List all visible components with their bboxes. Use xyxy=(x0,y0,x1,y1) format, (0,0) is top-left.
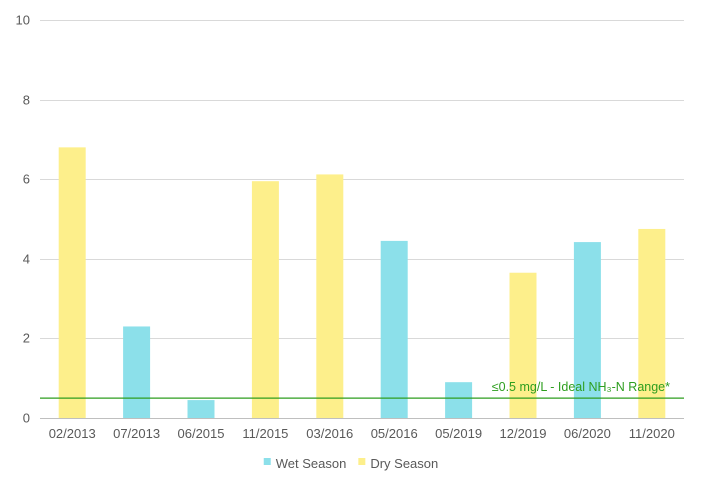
bar xyxy=(58,147,86,419)
bar xyxy=(187,400,215,418)
x-tick-label: 11/2015 xyxy=(242,426,288,441)
bar xyxy=(123,326,151,418)
bar xyxy=(316,174,344,418)
x-tick-label: 05/2016 xyxy=(371,426,418,441)
x-tick-label: 06/2015 xyxy=(178,426,225,441)
x-tick-label: 07/2013 xyxy=(113,426,160,441)
x-tick-label: 11/2020 xyxy=(629,426,675,441)
y-tick-label: 8 xyxy=(23,93,30,108)
legend-item: Wet Season xyxy=(263,456,347,471)
legend: Wet Season Dry Season xyxy=(263,456,438,471)
y-axis-ticks: 0 2 4 6 8 10 xyxy=(16,13,30,426)
reference-line-label: ≤0.5 mg/L - Ideal NH₃-N Range* xyxy=(492,380,670,394)
x-axis-ticks: 02/2013 07/2013 06/2015 11/2015 03/2016 05/20… xyxy=(49,426,675,441)
bar xyxy=(509,272,537,418)
legend-swatch xyxy=(358,458,366,465)
legend-item: Dry Season xyxy=(358,456,438,471)
bar xyxy=(638,228,666,418)
bar xyxy=(445,382,473,418)
bars xyxy=(58,147,666,419)
x-tick-label: 05/2019 xyxy=(435,426,482,441)
y-tick-label: 0 xyxy=(23,411,30,426)
reference-line-group: ≤0.5 mg/L - Ideal NH₃-N Range* xyxy=(40,380,684,399)
y-tick-label: 10 xyxy=(16,13,30,28)
bar xyxy=(380,240,408,418)
legend-label: Dry Season xyxy=(370,456,438,471)
x-tick-label: 06/2020 xyxy=(564,426,611,441)
legend-swatch xyxy=(263,458,271,465)
x-tick-label: 02/2013 xyxy=(49,426,96,441)
legend-label: Wet Season xyxy=(276,456,347,471)
y-tick-label: 6 xyxy=(23,172,30,187)
y-tick-label: 2 xyxy=(23,331,30,346)
x-tick-label: 12/2019 xyxy=(500,426,547,441)
y-tick-label: 4 xyxy=(23,252,30,267)
x-tick-label: 03/2016 xyxy=(306,426,353,441)
bar xyxy=(573,242,601,418)
bar xyxy=(251,181,279,418)
